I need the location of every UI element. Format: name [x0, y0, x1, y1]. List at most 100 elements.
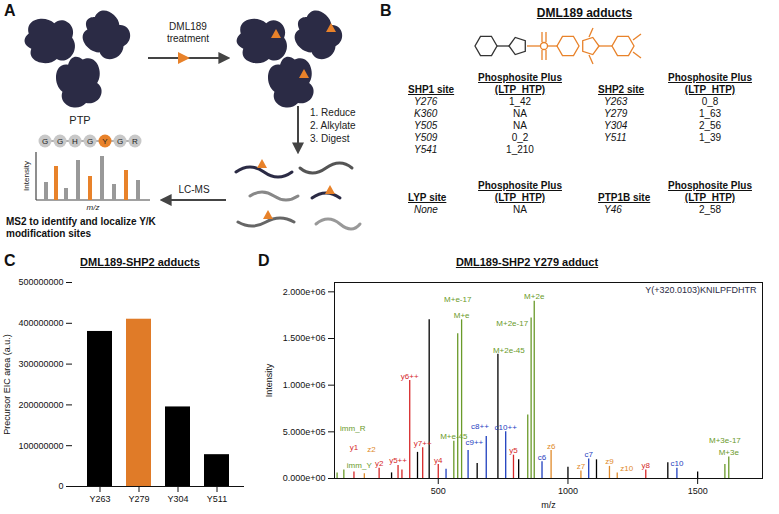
svg-text:Precursor EIC area (a.u.): Precursor EIC area (a.u.)	[2, 334, 12, 435]
html-text:C: C	[4, 252, 16, 269]
svg-text:z10: z10	[620, 464, 633, 473]
html-text:Y279: Y279	[604, 108, 628, 119]
svg-text:y6++: y6++	[401, 372, 419, 381]
svg-text:y8: y8	[642, 461, 651, 470]
svg-text:c9++: c9++	[465, 438, 483, 447]
svg-text:400000000: 400000000	[18, 318, 63, 328]
html-text:1_42: 1_42	[508, 96, 532, 107]
svg-text:treatment: treatment	[167, 33, 209, 44]
svg-text:DML189: DML189	[169, 21, 207, 32]
svg-text:M+e: M+e	[454, 311, 470, 320]
svg-text:z7: z7	[577, 462, 586, 471]
svg-text:G: G	[42, 137, 48, 146]
svg-text:y2: y2	[375, 459, 384, 468]
html-text:2_56: 2_56	[698, 120, 722, 131]
svg-text:m/z: m/z	[87, 203, 100, 212]
svg-text:c7: c7	[584, 450, 593, 459]
svg-text:y1: y1	[350, 443, 359, 452]
svg-text:2.000e+06: 2.000e+06	[283, 287, 326, 297]
svg-text:M+2e-17: M+2e-17	[496, 319, 528, 328]
svg-text:m/z: m/z	[541, 500, 556, 510]
svg-text:0: 0	[58, 481, 63, 491]
svg-text:c8++: c8++	[471, 422, 489, 431]
svg-text:500000000: 500000000	[18, 277, 63, 287]
html-text:Y511: Y511	[604, 132, 627, 143]
svg-text:y5: y5	[509, 446, 518, 455]
html-text:NA: NA	[513, 120, 527, 131]
svg-text:Intensity: Intensity	[22, 161, 31, 191]
svg-text:M+2e: M+2e	[524, 292, 545, 301]
svg-text:1.000e+06: 1.000e+06	[283, 380, 326, 390]
svg-text:G: G	[87, 137, 93, 146]
html-text:1_63: 1_63	[698, 108, 722, 119]
svg-text:1. Reduce: 1. Reduce	[310, 107, 356, 118]
html-text:MS2 to identify and localize Y: MS2 to identify and localize Y/K modific…	[6, 216, 156, 239]
svg-text:0.000e+00: 0.000e+00	[283, 473, 326, 483]
svg-text:Y511: Y511	[207, 494, 227, 504]
svg-text:imm_R: imm_R	[340, 424, 366, 433]
html-text:Y276: Y276	[414, 96, 438, 107]
svg-text:c10: c10	[670, 459, 683, 468]
html-text:SHP2 site: SHP2 site	[598, 84, 645, 95]
svg-text:c6: c6	[538, 453, 547, 462]
html-text:1_39: 1_39	[698, 132, 722, 143]
svg-text:200000000: 200000000	[18, 400, 63, 410]
html-text:D: D	[258, 252, 270, 269]
svg-text:H: H	[72, 137, 78, 146]
html-text:Y509: Y509	[414, 132, 438, 143]
svg-text:M+e-45: M+e-45	[440, 432, 468, 441]
svg-text:1000: 1000	[558, 486, 578, 496]
svg-text:LC-MS: LC-MS	[178, 184, 209, 195]
html-text:Y505: Y505	[414, 120, 438, 131]
html-text:SHP1 site: SHP1 site	[408, 84, 455, 95]
svg-text:M+3e: M+3e	[719, 448, 740, 457]
svg-text:1.500e+06: 1.500e+06	[283, 333, 326, 343]
svg-text:z6: z6	[547, 442, 556, 451]
svg-text:imm_Y: imm_Y	[347, 461, 373, 470]
svg-text:y5++: y5++	[389, 456, 407, 465]
svg-text:M+3e-17: M+3e-17	[709, 436, 741, 445]
svg-text:M+2e-45: M+2e-45	[493, 346, 525, 355]
html-text:Y304: Y304	[604, 120, 628, 131]
svg-text:Y279: Y279	[128, 494, 149, 504]
html-text:LYP site: LYP site	[408, 192, 447, 203]
html-text:(LTP_HTP): (LTP_HTP)	[684, 84, 736, 95]
svg-text:Intensity: Intensity	[264, 363, 274, 397]
svg-text:500: 500	[431, 486, 446, 496]
html-text:(LTP_HTP): (LTP_HTP)	[494, 84, 546, 95]
svg-text:M+e-17: M+e-17	[444, 295, 472, 304]
html-text:B: B	[380, 2, 392, 19]
svg-text:1500: 1500	[688, 486, 708, 496]
svg-text:z9: z9	[605, 457, 614, 466]
svg-text:3. Digest: 3. Digest	[310, 133, 350, 144]
html-text:DML189-SHP2 Y279 adduct: DML189-SHP2 Y279 adduct	[455, 256, 599, 268]
svg-text:y4: y4	[434, 456, 443, 465]
svg-text:G: G	[57, 137, 63, 146]
svg-text:Y304: Y304	[167, 494, 188, 504]
svg-text:100000000: 100000000	[18, 441, 63, 451]
html-text:0_2: 0_2	[511, 132, 529, 143]
svg-text:PTP: PTP	[69, 114, 90, 126]
html-text:Phosphosite Plus: Phosphosite Plus	[668, 72, 752, 83]
svg-text:c10++: c10++	[495, 423, 518, 432]
html-text:0_8: 0_8	[701, 96, 719, 107]
svg-text:2. Alkylate: 2. Alkylate	[310, 120, 356, 131]
html-text:K360: K360	[414, 108, 438, 119]
svg-text:y7++: y7++	[414, 439, 432, 448]
svg-text:Y(+320.0103)KNILPFDHTR: Y(+320.0103)KNILPFDHTR	[645, 285, 757, 295]
svg-text:R: R	[132, 137, 138, 146]
svg-text:G: G	[117, 137, 123, 146]
html-text:Phosphosite Plus: Phosphosite Plus	[478, 72, 562, 83]
html-text:A: A	[4, 2, 16, 19]
html-text:DML189-SHP2 adducts: DML189-SHP2 adducts	[80, 256, 200, 268]
svg-text:Y263: Y263	[89, 494, 110, 504]
svg-text:5.000e+05: 5.000e+05	[283, 427, 326, 437]
html-text:Y541: Y541	[414, 144, 438, 155]
html-text:DML189 adducts: DML189 adducts	[536, 6, 633, 20]
svg-text:300000000: 300000000	[18, 359, 63, 369]
svg-text:Y: Y	[102, 137, 108, 146]
html-text:Y263: Y263	[604, 96, 628, 107]
html-text:1_210: 1_210	[506, 144, 534, 155]
html-text:NA: NA	[513, 108, 527, 119]
svg-text:z2: z2	[367, 445, 376, 454]
